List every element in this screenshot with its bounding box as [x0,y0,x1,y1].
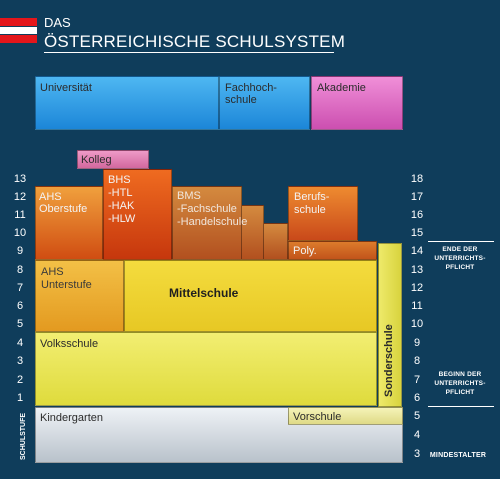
kindergarten-label: Kindergarten [40,412,103,424]
schulstufe-5: 5 [16,318,24,330]
ahs-oberstufe-block[interactable]: AHS Oberstufe [35,186,103,260]
age-12: 12 [410,282,424,294]
berufsschule-block[interactable]: Berufs- schule [288,186,358,241]
age-9: 9 [413,337,421,349]
age-10: 10 [410,318,424,330]
title-underline [44,52,334,53]
volksschule-block[interactable]: Volksschule [35,332,377,406]
volksschule-label: Volksschule [40,338,99,350]
bms-block-step-2[interactable] [242,205,264,260]
flag-stripe-top [0,18,37,26]
mindestalter-label: MINDESTALTER [429,452,487,459]
age-6: 6 [413,392,421,404]
begin-compulsory-note: BEGINN DER UNTERRICHTS- PFLICHT [434,371,486,396]
schulstufe-2: 2 [16,374,24,386]
end-compulsory-note: ENDE DER UNTERRICHTS- PFLICHT [434,246,486,271]
schulstufe-10: 10 [13,227,27,239]
age-18: 18 [410,173,424,185]
title-line-1: DAS [44,15,71,30]
age-5: 5 [413,410,421,422]
age-4: 4 [413,429,421,441]
mittelschule-label: Mittelschule [169,286,239,300]
age-11: 11 [411,300,423,312]
schulstufe-8: 8 [16,264,24,276]
schulstufe-7: 7 [16,282,24,294]
akademie-block[interactable]: Akademie [311,76,403,130]
poly-block[interactable]: Poly. [288,241,377,260]
fachhochschule-label: Fachhoch- schule [225,82,277,106]
age-14: 14 [410,245,424,257]
fachhochschule-block[interactable]: Fachhoch- schule [219,76,310,130]
kolleg-label: Kolleg [81,154,112,166]
schulstufe-1: 1 [16,392,24,404]
age-3: 3 [413,448,421,460]
bms-label: BMS -Fachschule -Handelschule [177,190,248,228]
schulstufe-11: 11 [14,209,26,221]
universitaet-label: Universität [40,82,92,94]
age-7: 7 [413,374,421,386]
end-compulsory-rule [428,241,494,242]
age-17: 17 [410,191,424,203]
age-16: 16 [410,209,424,221]
universitaet-block[interactable]: Universität [35,76,219,130]
sonderschule-label: Sonderschule [383,324,395,397]
title-line-2: ÖSTERREICHISCHE SCHULSYSTEM [44,32,346,51]
sonderschule-block[interactable]: Sonderschule [378,243,402,407]
berufsschule-label: Berufs- schule [294,191,330,216]
poly-label: Poly. [293,245,317,257]
age-13: 13 [410,264,424,276]
kolleg-block[interactable]: Kolleg [77,150,149,169]
flag-stripe-middle [0,27,37,34]
schulstufe-3: 3 [16,355,24,367]
bhs-label: BHS -HTL -HAK -HLW [108,174,136,225]
schulstufe-9: 9 [16,245,24,257]
schulstufe-12: 12 [13,191,27,203]
vorschule-block[interactable]: Vorschule [288,407,403,425]
schulstufe-6: 6 [16,300,24,312]
ahs-unterstufe-block[interactable]: AHS Unterstufe [35,260,124,332]
schulstufe-13: 13 [13,173,27,185]
age-15: 15 [410,227,424,239]
mittelschule-block[interactable]: Mittelschule [124,260,377,332]
bms-block-step-3[interactable] [264,223,288,260]
bms-block[interactable] [172,186,242,260]
schulstufe-4: 4 [16,337,24,349]
begin-compulsory-rule [428,406,494,407]
schulstufe-axis-label: SCHULSTUFE [20,412,27,460]
ahs-oberstufe-label: AHS Oberstufe [39,191,88,215]
vorschule-label: Vorschule [293,411,342,423]
bhs-block[interactable]: BHS -HTL -HAK -HLW [103,169,172,260]
flag-stripe-bottom [0,35,37,43]
age-8: 8 [413,355,421,367]
ahs-unterstufe-label: AHS Unterstufe [41,266,92,291]
akademie-label: Akademie [317,82,366,94]
